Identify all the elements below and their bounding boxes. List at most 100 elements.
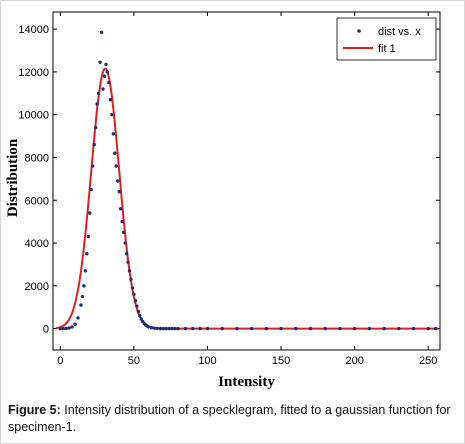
data-point [116,179,120,183]
data-point [433,326,438,331]
axis-ticks: 0 50 100 150 200 250 0 2000 4000 6000 8000 10000 120… [18,12,440,367]
data-point [118,207,123,211]
data-point [85,252,89,256]
intensity-distribution-chart: 0 50 100 150 200 250 0 2000 4000 6000 8000 10000 120… [5,11,441,390]
data-point [83,269,88,273]
legend-label-fit: fit 1 [378,43,396,55]
data-point [170,326,174,331]
data-point [130,286,135,290]
y-tick-label: 0 [43,324,49,336]
data-point [110,112,114,117]
data-point [205,326,210,331]
data-point [107,80,111,85]
data-point [120,219,124,224]
data-point [121,230,126,235]
data-point [86,234,91,239]
x-tick-label: 150 [272,355,290,367]
data-point [367,326,372,331]
data-point [126,260,130,264]
legend-box [336,17,437,61]
x-axis-title: Intensity [218,374,275,390]
plot-area [52,11,441,351]
data-point [70,325,74,329]
data-point [135,304,139,308]
data-point [164,326,169,331]
data-point [88,211,92,215]
data-point [161,326,166,331]
data-point [146,325,151,329]
data-point [61,326,66,331]
data-point [92,142,96,147]
data-point [411,326,416,331]
data-point [158,326,163,331]
data-point [149,326,154,330]
data-point [127,269,132,273]
data-point [220,326,224,331]
data-point [79,303,83,307]
data-point [132,292,136,297]
caption-text: Intensity distribution of a specklegram,… [8,403,451,434]
y-tick-label: 12000 [18,67,49,79]
data-point [338,326,342,331]
figure-caption: Figure 5: Intensity distribution of a sp… [8,402,458,436]
y-tick-label: 2000 [25,281,49,293]
x-tick-label: 250 [419,355,437,367]
data-point [58,326,63,331]
data-point [82,284,86,288]
data-point [76,316,80,320]
data-point [67,326,71,330]
data-point [167,326,171,331]
data-point [176,326,180,331]
data-point [426,326,430,331]
data-point [308,326,313,331]
data-point [136,309,141,314]
data-point [98,60,102,64]
data-point [397,326,401,331]
y-tick-label: 14000 [18,24,49,36]
data-point [64,326,68,331]
data-point [73,322,77,327]
data-point [152,326,157,330]
data-point [91,164,95,168]
data-point [113,151,117,155]
y-tick-label: 10000 [18,110,49,122]
data-point [352,326,357,331]
scatter-series [58,30,438,331]
data-point [93,125,98,130]
data-point [114,164,118,168]
caption-label: Figure 5: [8,403,61,417]
data-point [139,317,143,321]
legend-marker-scatter [357,29,361,33]
data-point [96,91,101,95]
legend-label-scatter: dist vs. x [378,26,421,38]
x-tick-label: 0 [57,355,63,367]
fit-series [55,67,439,330]
data-point [123,241,127,245]
legend: dist vs. x fit 1 [336,17,437,61]
data-point [235,326,239,331]
y-tick-label: 4000 [25,238,49,250]
data-point [279,326,283,331]
data-point [108,98,113,102]
data-point [191,326,195,331]
x-tick-label: 100 [198,355,216,367]
data-point [133,299,138,303]
data-point [111,132,116,136]
data-point [101,87,105,91]
data-point [198,326,202,331]
data-point [104,62,108,67]
data-point [105,70,110,74]
data-point [264,326,269,331]
data-point [129,277,133,282]
y-tick-label: 8000 [25,152,49,164]
data-point [124,252,129,256]
data-point [155,326,160,331]
data-point [382,326,386,331]
data-point [323,326,327,331]
data-point [102,74,107,78]
fit-line [55,67,439,330]
y-axis-title: Distribution [5,138,21,217]
data-point [249,326,254,331]
data-point [294,326,298,331]
data-point [138,314,142,318]
